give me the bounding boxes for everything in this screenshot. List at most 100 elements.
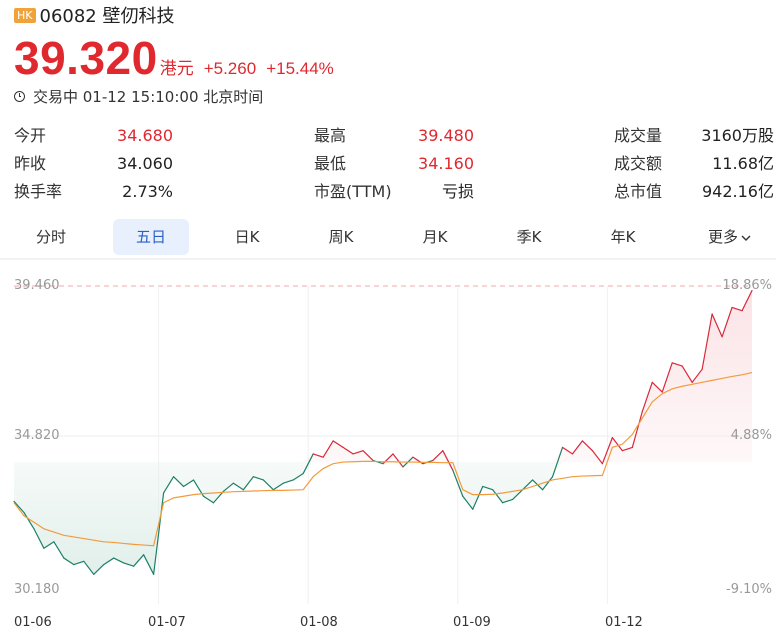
price-line-segment — [721, 306, 733, 338]
price-line-segment — [502, 498, 514, 504]
clock-icon — [14, 91, 25, 102]
stat-volume-label: 成交量 — [614, 126, 663, 145]
stock-header: HK 06082 壁仞科技 39.320 港元 +5.260 +15.44% 交… — [14, 4, 766, 107]
price-line-segment — [33, 528, 45, 549]
price-line-segment — [103, 557, 115, 566]
price-line-segment — [452, 469, 464, 497]
x-tick-day-5: 01-12 — [605, 615, 643, 630]
price-line-segment — [601, 437, 613, 465]
average-price-line — [13, 371, 753, 547]
stat-amount-value: 11.68亿 — [712, 154, 774, 173]
price-line-segment — [312, 453, 324, 458]
price-line-segment — [73, 560, 85, 566]
price-line-segment — [83, 560, 95, 575]
price-line-segment — [741, 289, 753, 312]
price-line-segment — [162, 476, 175, 494]
price-line-segment — [442, 450, 454, 471]
price-line-segment — [482, 485, 494, 491]
price-line-segment — [342, 446, 354, 455]
x-tick-day-1: 01-06 — [14, 615, 52, 630]
price-unit: 港元 — [159, 59, 194, 79]
stat-turnover-value: 2.73% — [122, 182, 173, 201]
tab-weekly-k[interactable]: 周K — [328, 228, 354, 246]
price-line-segment — [621, 446, 633, 452]
pct-tick-high: 18.86% — [722, 278, 772, 293]
price-line-segment — [641, 381, 653, 413]
stat-prev-close-value: 34.060 — [117, 154, 173, 173]
chart-period-tabs: 分时 五日 日K 周K 月K 季K 年K 更多 — [14, 219, 766, 255]
price-line-segment — [671, 362, 683, 367]
current-price: 39.320 — [14, 32, 158, 84]
price-change-pct: +15.44% — [266, 59, 334, 78]
price-line-segment — [362, 450, 374, 462]
price-line-segment — [731, 306, 743, 312]
price-line-segment — [232, 482, 244, 491]
price-line-segment — [23, 511, 35, 530]
stock-title: 06082 壁仞科技 — [39, 6, 175, 27]
stat-open-value: 34.680 — [117, 126, 173, 145]
stats-panel: 今开 34.680 昨收 34.060 换手率 2.73% 最高 39.480 … — [14, 122, 776, 206]
x-tick-day-4: 01-09 — [453, 615, 491, 630]
price-line-segment — [332, 440, 344, 449]
tab-daily-k[interactable]: 日K — [234, 228, 260, 246]
price-line-segment — [63, 557, 75, 566]
price-line-segment — [182, 479, 195, 488]
pct-tick-mid: 4.88% — [730, 428, 772, 443]
price-line-segment — [432, 450, 444, 462]
price-line-segment — [292, 472, 304, 481]
price-line-segment — [43, 541, 55, 549]
price-line-segment — [113, 557, 125, 564]
x-tick-day-2: 01-07 — [148, 615, 186, 630]
price-line-segment — [302, 453, 314, 475]
price-line-segment — [711, 313, 723, 338]
tab-quarterly-k[interactable]: 季K — [516, 228, 542, 246]
price-line-segment — [691, 368, 703, 383]
price-line-segment — [392, 453, 404, 468]
tab-intraday[interactable]: 分时 — [35, 228, 66, 246]
x-tick-day-3: 01-08 — [300, 615, 338, 630]
price-line-segment — [262, 479, 274, 491]
price-line-segment — [252, 476, 264, 481]
price-line-segment — [202, 495, 215, 504]
stat-pe-label: 市盈(TTM) — [314, 182, 392, 201]
stat-market-cap-value: 942.16亿 — [702, 182, 774, 201]
price-line-segment — [591, 450, 604, 465]
price-line-segment — [631, 411, 643, 449]
y-tick-mid: 34.820 — [14, 428, 60, 443]
price-line-segment — [701, 313, 713, 370]
tab-more[interactable]: 更多 — [694, 219, 766, 255]
price-change: +5.260 — [203, 59, 257, 78]
price-line-segment — [472, 485, 484, 510]
price-line-segment — [571, 440, 584, 455]
price-line-segment — [581, 440, 594, 452]
price-line-segment — [681, 365, 693, 383]
stat-high-value: 39.480 — [418, 126, 474, 145]
stat-amount-label: 成交额 — [614, 154, 663, 173]
price-line-segment — [322, 440, 334, 458]
price-line-segment — [462, 495, 474, 510]
y-tick-low: 30.180 — [14, 582, 60, 597]
stat-open-label: 今开 — [14, 126, 47, 145]
up-area-fill — [14, 290, 752, 462]
tab-five-day[interactable]: 五日 — [113, 219, 189, 255]
stat-pe-value: 亏损 — [441, 182, 474, 201]
price-line-segment — [352, 450, 364, 455]
price-line-segment — [13, 500, 25, 514]
pct-tick-low: -9.10% — [726, 582, 772, 597]
stat-low-value: 34.160 — [418, 154, 474, 173]
tab-monthly-k[interactable]: 月K — [422, 228, 448, 246]
price-line-segment — [93, 563, 105, 575]
price-line-segment — [133, 554, 145, 567]
price-line-segment — [512, 489, 524, 501]
stat-volume-value: 3160万股 — [701, 126, 774, 145]
down-area-fill — [14, 461, 752, 575]
price-line-segment — [651, 381, 663, 393]
stat-high-label: 最高 — [314, 126, 347, 145]
trading-status: 交易中 01-12 15:10:00 北京时间 — [33, 88, 264, 106]
price-line-segment — [143, 554, 155, 575]
five-day-chart — [0, 258, 776, 644]
price-line-segment — [661, 362, 673, 393]
price-line-segment — [123, 562, 135, 567]
tab-yearly-k[interactable]: 年K — [610, 228, 636, 246]
price-line-segment — [551, 446, 564, 478]
